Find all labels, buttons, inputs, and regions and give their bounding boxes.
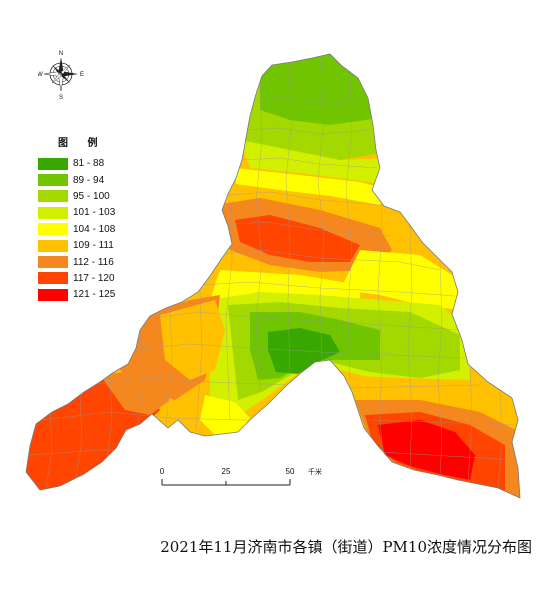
scale-tick-label: 0 <box>160 467 165 476</box>
legend-item: 95 - 100 <box>38 189 148 204</box>
region-fill <box>378 420 475 480</box>
legend-swatch <box>38 288 68 301</box>
legend: 图 例 81 - 88 89 - 94 95 - 100 101 - 103 104 -… <box>38 138 148 304</box>
legend-swatch <box>38 256 68 269</box>
legend-label: 95 - 100 <box>73 190 110 202</box>
region-fill <box>236 168 390 205</box>
legend-swatch <box>38 223 68 236</box>
legend-label: 109 - 111 <box>73 240 114 252</box>
legend-swatch <box>38 190 68 203</box>
city-outline <box>25 53 521 499</box>
legend-item: 101 - 103 <box>38 205 148 220</box>
compass-south-label: S <box>59 95 63 100</box>
region-fill <box>260 54 380 125</box>
legend-label: 101 - 103 <box>73 207 116 219</box>
legend-swatch <box>38 272 68 285</box>
region-fill <box>100 370 170 415</box>
compass-east-label: E <box>80 72 84 78</box>
legend-label: 104 - 108 <box>73 223 116 235</box>
township-boundaries <box>29 55 516 491</box>
legend-item: 121 - 125 <box>38 287 148 302</box>
legend-swatch <box>38 157 68 170</box>
legend-label: 112 - 116 <box>73 256 114 268</box>
compass-north-label: N <box>59 51 63 57</box>
legend-swatch <box>38 174 68 187</box>
compass-rose: N S W E <box>37 48 84 101</box>
legend-swatch <box>38 239 68 252</box>
scale-unit-label: 千米 <box>308 467 322 476</box>
legend-title: 图 例 <box>58 138 106 149</box>
compass-west-label: W <box>38 72 43 78</box>
region-fill <box>200 395 250 435</box>
legend-swatch <box>38 206 68 219</box>
legend-item: 117 - 120 <box>38 271 148 286</box>
region-fill <box>340 250 460 310</box>
legend-label: 89 - 94 <box>73 174 105 186</box>
legend-item: 104 - 108 <box>38 222 148 237</box>
legend-label: 117 - 120 <box>73 272 115 284</box>
legend-items: 81 - 88 89 - 94 95 - 100 101 - 103 104 - 108… <box>38 156 148 303</box>
legend-item: 109 - 111 <box>38 238 148 253</box>
map-title: 2021年11月济南市各镇（街道）PM10浓度情况分布图 <box>160 538 532 556</box>
scale-tick-label: 50 <box>286 467 295 476</box>
region-fill <box>235 215 360 262</box>
legend-item: 89 - 94 <box>38 172 148 187</box>
scale-bar: 0 25 50 千米 <box>156 466 346 492</box>
region-fill <box>160 300 225 380</box>
legend-item: 112 - 116 <box>38 254 148 269</box>
legend-label: 121 - 125 <box>73 289 116 301</box>
scale-tick-label: 25 <box>222 467 231 476</box>
legend-label: 81 - 88 <box>73 158 105 170</box>
compass-rose-icon: N S W E <box>37 51 84 101</box>
legend-item: 81 - 88 <box>38 156 148 171</box>
region-fill <box>240 140 390 185</box>
